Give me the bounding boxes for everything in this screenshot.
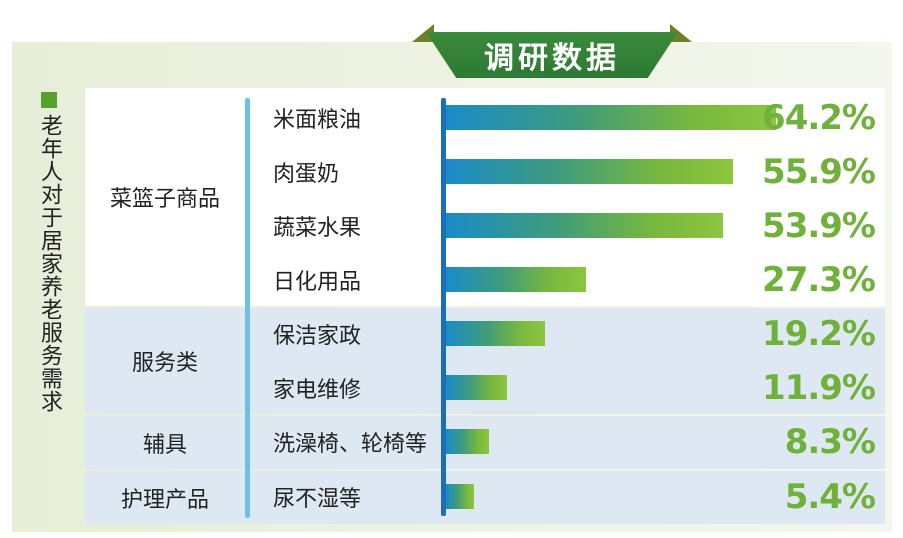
side-label: 老年人对于居家养老服务需求 [37, 92, 62, 413]
bar [446, 321, 545, 346]
title-ribbon: 调研数据 [412, 22, 692, 78]
bar [446, 213, 723, 238]
group-divider [245, 98, 250, 518]
data-label: 8.3% [784, 422, 876, 462]
page-title: 调研数据 [484, 41, 620, 76]
category-label: 蔬菜水果 [273, 216, 362, 241]
bar-axis [441, 98, 446, 516]
data-label: 55.9% [762, 152, 876, 192]
bar [446, 429, 489, 454]
category-label: 洗澡椅、轮椅等 [273, 432, 428, 457]
data-label: 27.3% [762, 260, 876, 300]
group-label: 辅具 [142, 432, 187, 458]
category-label: 尿不湿等 [273, 487, 362, 512]
bar [446, 484, 474, 509]
side-label-text: 老年人对于居家养老服务需求 [37, 114, 62, 413]
group-block: 护理产品 [85, 471, 885, 524]
data-label: 19.2% [762, 314, 876, 354]
side-label-marker [41, 92, 57, 108]
category-label: 家电维修 [273, 378, 362, 403]
bar [446, 375, 507, 400]
data-label: 5.4% [784, 477, 876, 517]
bar [446, 105, 776, 130]
category-label: 保洁家政 [273, 324, 362, 349]
ribbon-band [426, 32, 678, 78]
category-label: 日化用品 [273, 270, 362, 295]
category-label: 米面粮油 [273, 108, 362, 133]
group-label: 服务类 [131, 351, 198, 376]
chart-panel: 菜篮子商品 服务类 辅具 护理产品 米面粮油 64.2% 肉蛋奶 55.9% 蔬菜水果 5… [85, 88, 885, 524]
data-label: 64.2% [762, 98, 876, 138]
group-label: 菜篮子商品 [109, 187, 220, 212]
data-label: 11.9% [762, 368, 876, 408]
data-label: 53.9% [762, 206, 876, 246]
bar [446, 159, 733, 184]
group-label: 护理产品 [120, 487, 209, 513]
category-label: 肉蛋奶 [273, 162, 340, 187]
bar [446, 267, 586, 292]
